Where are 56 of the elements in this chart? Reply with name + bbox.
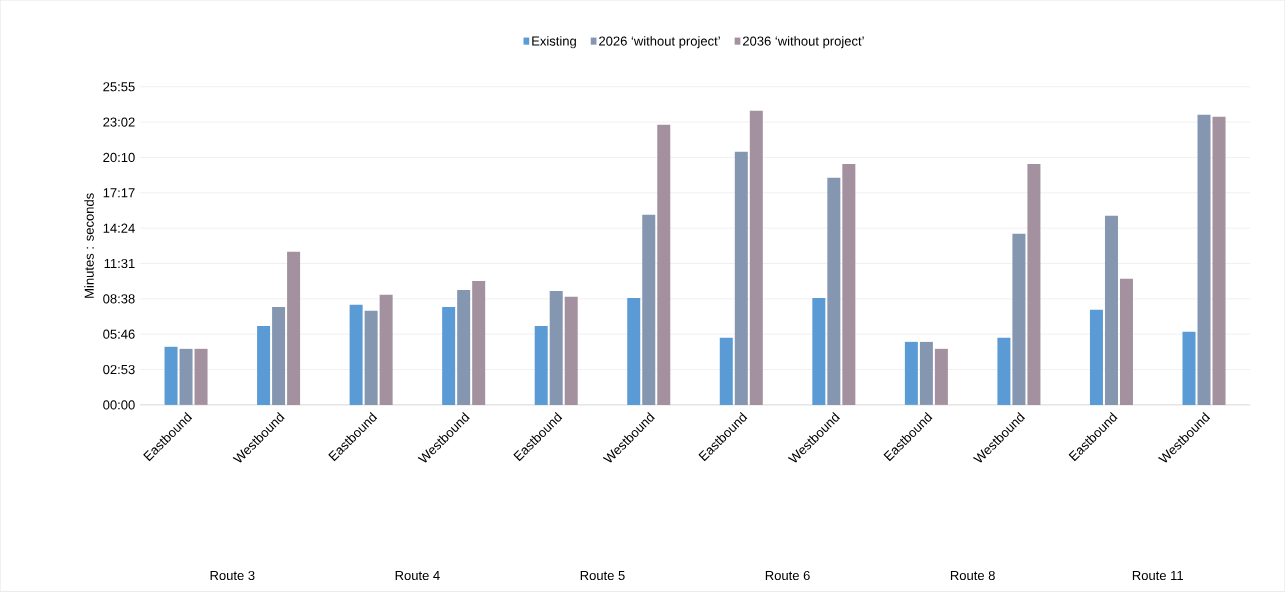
bar <box>1104 216 1118 406</box>
text: Route 5 <box>580 571 625 581</box>
bar <box>934 348 948 406</box>
bar <box>549 291 563 406</box>
bar <box>257 326 271 406</box>
bar <box>564 297 578 406</box>
bar <box>842 164 856 406</box>
bar <box>642 214 656 406</box>
bar <box>164 346 178 406</box>
text: Route 8 <box>950 571 995 581</box>
bar <box>442 307 456 406</box>
bar <box>1119 279 1133 406</box>
legend-label: 2026 ‘without project’ <box>599 36 720 49</box>
legend-label: 2036 ‘without project’ <box>743 36 864 49</box>
bar <box>272 307 286 406</box>
text: Route 6 <box>765 571 810 581</box>
bar <box>749 110 763 406</box>
text: Route 4 <box>395 571 440 581</box>
y-tick-label: 23:02 <box>103 117 135 127</box>
bar <box>379 294 393 406</box>
bar <box>1027 164 1041 406</box>
y-tick-label: 08:38 <box>103 294 135 304</box>
bar <box>534 326 548 406</box>
bar <box>1197 114 1211 406</box>
bar <box>719 337 733 406</box>
text: Route 3 <box>210 571 255 581</box>
bar <box>1089 309 1103 406</box>
bar <box>287 252 301 406</box>
y-tick-label: 00:00 <box>103 400 135 410</box>
bar <box>349 305 363 406</box>
y-tick-label: 02:53 <box>103 365 135 375</box>
bar <box>657 124 671 406</box>
y-tick-label: 20:10 <box>103 152 135 163</box>
bar <box>179 348 193 406</box>
y-tick-label: 11:31 <box>104 259 135 269</box>
y-tick-label: 05:46 <box>103 329 135 339</box>
bar <box>364 310 378 406</box>
text: Route 11 <box>1132 571 1184 581</box>
y-tick-label: 17:17 <box>103 188 135 198</box>
y-tick-label: 14:24 <box>103 223 135 233</box>
bar <box>997 337 1011 406</box>
y-axis-title: Minutes : seconds <box>84 193 94 298</box>
legend-label: Existing <box>532 36 576 49</box>
bar <box>812 298 826 406</box>
bar <box>904 342 918 406</box>
y-tick-label: 25:55 <box>103 82 135 92</box>
bar <box>627 298 641 406</box>
bar <box>734 151 748 406</box>
bar <box>457 290 471 406</box>
bar <box>194 348 208 406</box>
bar <box>472 281 486 406</box>
bar <box>1212 117 1226 406</box>
bar <box>827 177 841 406</box>
bar <box>919 342 933 406</box>
bar <box>1182 332 1196 406</box>
bar <box>1012 234 1026 406</box>
